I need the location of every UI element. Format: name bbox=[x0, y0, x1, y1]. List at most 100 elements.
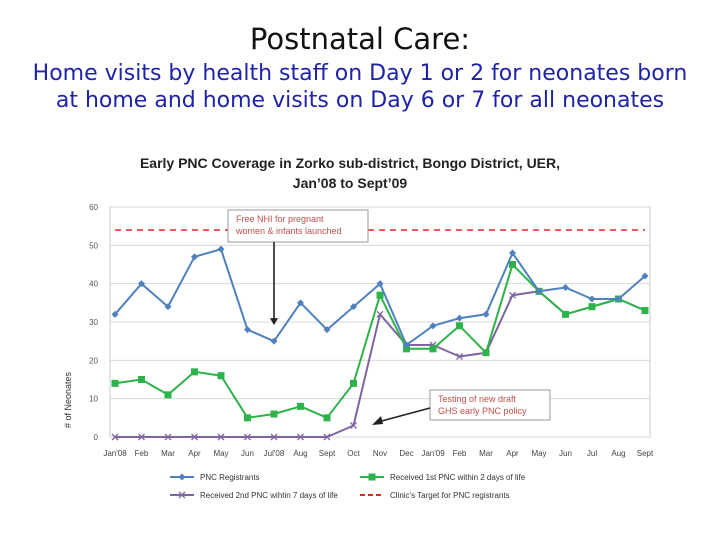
data-point-2nd-pnc bbox=[270, 433, 278, 441]
data-point-registrants bbox=[588, 295, 596, 303]
data-point-1st-pnc bbox=[270, 410, 278, 418]
chart-title-line-1: Early PNC Coverage in Zorko sub-district… bbox=[140, 155, 560, 171]
y-tick-label: 30 bbox=[89, 318, 98, 327]
grid-layer: 0 10 20 30 40 50 60 Jan'08 Feb Mar Apr May Jun Jul'08… bbox=[89, 203, 654, 458]
legend-swatch-marker bbox=[368, 473, 376, 481]
x-tick-label: Aug bbox=[611, 449, 625, 458]
x-tick-label: Apr bbox=[188, 449, 201, 458]
data-point-1st-pnc bbox=[164, 391, 172, 399]
x-tick-label: Jun bbox=[241, 449, 254, 458]
x-tick-label: Mar bbox=[479, 449, 493, 458]
subtitle-line-2: at home and home visits on Day 6 or 7 fo… bbox=[55, 88, 665, 113]
legend-label: Received 1st PNC within 2 days of life bbox=[390, 473, 526, 482]
data-point-1st-pnc bbox=[429, 345, 437, 353]
data-point-2nd-pnc bbox=[509, 291, 516, 299]
data-point-registrants bbox=[323, 326, 331, 334]
x-tick-label: Dec bbox=[399, 449, 413, 458]
legend: PNC Registrants Received 1st PNC within 2… bbox=[170, 473, 526, 500]
annotation-arrowhead bbox=[270, 318, 278, 326]
data-point-registrants bbox=[429, 322, 437, 330]
data-point-registrants bbox=[535, 287, 543, 295]
data-point-1st-pnc bbox=[350, 379, 357, 387]
slide-subtitle: Home visits by health staff on Day 1 or … bbox=[0, 60, 720, 114]
annotation-text: GHS early PNC policy bbox=[438, 406, 527, 416]
x-tick-label: Oct bbox=[347, 449, 360, 458]
data-point-2nd-pnc bbox=[456, 353, 463, 360]
y-tick-label: 50 bbox=[89, 241, 98, 250]
data-point-registrants bbox=[244, 326, 251, 334]
x-tick-label: Jan'08 bbox=[103, 449, 127, 458]
data-point-1st-pnc bbox=[138, 376, 145, 383]
data-point-2nd-pnc bbox=[376, 310, 384, 318]
legend-swatch-marker bbox=[178, 473, 186, 481]
x-tick-label: Jun bbox=[559, 449, 572, 458]
y-tick-label: 40 bbox=[89, 280, 98, 289]
data-point-registrants bbox=[350, 303, 357, 311]
data-point-2nd-pnc bbox=[111, 433, 119, 441]
data-point-2nd-pnc bbox=[323, 433, 331, 441]
legend-swatch-marker bbox=[178, 491, 186, 499]
data-point-2nd-pnc bbox=[164, 433, 172, 441]
x-tick-label: Sept bbox=[637, 449, 654, 458]
annotation-text: women & infants launched bbox=[235, 226, 342, 236]
data-point-1st-pnc bbox=[482, 349, 490, 357]
data-point-registrants bbox=[376, 280, 384, 288]
data-point-2nd-pnc bbox=[244, 433, 251, 441]
data-point-1st-pnc bbox=[297, 402, 304, 410]
x-tick-label: Mar bbox=[161, 449, 175, 458]
data-point-2nd-pnc bbox=[217, 433, 225, 441]
y-tick-label: 20 bbox=[89, 356, 98, 365]
x-tick-label: Sept bbox=[319, 449, 336, 458]
legend-label: Received 2nd PNC wihtin 7 days of life bbox=[200, 491, 338, 500]
y-axis-label: # of Neonates bbox=[63, 371, 73, 428]
x-tick-label: Jul'08 bbox=[264, 449, 285, 458]
data-point-2nd-pnc bbox=[191, 433, 198, 441]
x-tick-label: Feb bbox=[135, 449, 149, 458]
data-point-1st-pnc bbox=[376, 291, 384, 299]
data-point-registrants bbox=[456, 314, 463, 322]
y-tick-label: 60 bbox=[89, 203, 98, 212]
data-point-1st-pnc bbox=[562, 310, 569, 318]
data-point-registrants bbox=[111, 310, 119, 318]
chart-title-line-2: Jan’08 to Sept’09 bbox=[293, 175, 408, 191]
data-point-1st-pnc bbox=[456, 322, 463, 330]
subtitle-line-1: Home visits by health staff on Day 1 or … bbox=[32, 61, 688, 86]
y-tick-label: 10 bbox=[89, 395, 98, 404]
data-point-registrants bbox=[270, 337, 278, 345]
data-point-registrants bbox=[482, 310, 490, 318]
data-point-1st-pnc bbox=[244, 414, 251, 422]
data-point-1st-pnc bbox=[588, 303, 596, 311]
data-point-registrants bbox=[562, 284, 569, 291]
x-tick-label: Aug bbox=[293, 449, 307, 458]
x-tick-label: May bbox=[531, 449, 546, 458]
y-tick-label: 0 bbox=[94, 433, 99, 442]
data-point-2nd-pnc bbox=[350, 422, 357, 429]
data-point-registrants bbox=[164, 303, 172, 311]
slide-title: Postnatal Care: bbox=[249, 22, 471, 56]
chart-svg: Early PNC Coverage in Zorko sub-district… bbox=[63, 155, 654, 500]
data-point-registrants bbox=[217, 245, 225, 253]
data-point-2nd-pnc bbox=[297, 433, 304, 441]
annotation-text: Free NHI for pregnant bbox=[236, 214, 324, 224]
data-point-registrants bbox=[138, 280, 145, 288]
data-point-registrants bbox=[615, 295, 622, 303]
data-point-registrants bbox=[403, 341, 410, 349]
x-tick-label: Jul bbox=[587, 449, 597, 458]
x-tick-label: May bbox=[213, 449, 228, 458]
data-point-1st-pnc bbox=[641, 307, 649, 314]
data-point-1st-pnc bbox=[509, 261, 516, 268]
x-tick-label: Nov bbox=[373, 449, 387, 458]
chart: Early PNC Coverage in Zorko sub-district… bbox=[60, 150, 670, 510]
legend-label: PNC Registrants bbox=[200, 473, 260, 482]
x-tick-label: Jan'09 bbox=[421, 449, 445, 458]
series-layer bbox=[111, 229, 649, 441]
annotation-text: Testing of new draft bbox=[438, 394, 517, 404]
data-point-1st-pnc bbox=[217, 372, 225, 380]
x-tick-label: Feb bbox=[453, 449, 467, 458]
data-point-1st-pnc bbox=[191, 368, 198, 376]
annotation-layer: Free NHI for pregnant women & infants lau… bbox=[227, 209, 551, 425]
data-point-registrants bbox=[641, 272, 649, 280]
data-point-registrants bbox=[297, 299, 304, 307]
legend-label: Clinic's Target for PNC registrants bbox=[390, 491, 510, 500]
x-tick-label: Apr bbox=[506, 449, 519, 458]
